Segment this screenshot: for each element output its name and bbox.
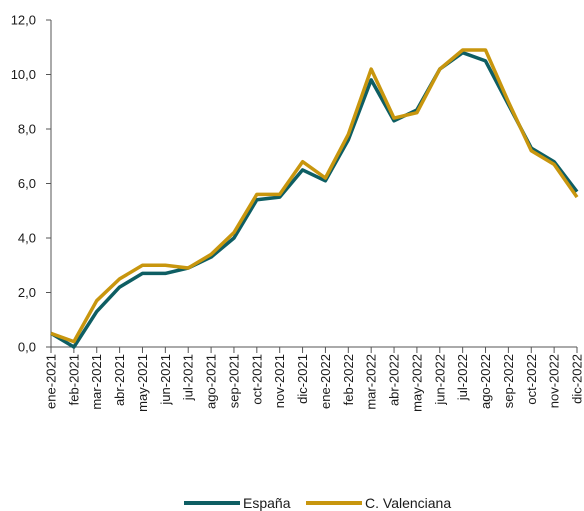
x-tick-label: feb-2021	[66, 354, 81, 405]
x-tick-label: jul-2021	[181, 354, 196, 401]
x-tick-label: dic-2021	[295, 354, 310, 404]
x-tick-label: dic-2022	[570, 354, 584, 404]
x-tick-label: ago-2022	[478, 354, 493, 409]
x-tick-label: ene-2021	[44, 354, 59, 409]
series-lines	[50, 48, 579, 349]
x-tick-label: ene-2022	[318, 354, 333, 409]
x-tick-label: jun-2021	[158, 354, 173, 406]
axes	[46, 19, 578, 353]
x-tick-label: sep-2021	[226, 354, 241, 408]
legend-label: C. Valenciana	[365, 495, 451, 511]
x-tick-label: mar-2022	[364, 354, 379, 410]
x-tick-labels: ene-2021 feb-2021 mar-2021 abr-2021 may-2021…	[44, 354, 584, 412]
x-tick-label: jun-2022	[432, 354, 447, 406]
x-tick-label: oct-2022	[524, 354, 539, 405]
y-tick-label: 10,0	[11, 67, 36, 82]
x-tick-label: oct-2021	[249, 354, 264, 405]
x-tick-label: ago-2021	[204, 354, 219, 409]
y-tick-label: 4,0	[18, 231, 36, 246]
x-tick-label: abr-2021	[112, 354, 127, 406]
y-tick-label: 2,0	[18, 285, 36, 300]
x-tick-label: may-2022	[409, 354, 424, 412]
series-line-c-valenciana	[50, 48, 579, 344]
x-tick-label: nov-2021	[272, 354, 287, 408]
series-line-espana	[50, 50, 579, 349]
x-tick-label: jul-2022	[455, 354, 470, 401]
x-tick-label: sep-2022	[501, 354, 516, 408]
x-tick-label: mar-2021	[89, 354, 104, 410]
y-tick-label: 8,0	[18, 122, 36, 137]
y-tick-label: 0,0	[18, 340, 36, 355]
y-tick-labels: 0,0 2,0 4,0 6,0 8,0 10,0 12,0	[11, 13, 36, 355]
y-tick-label: 12,0	[11, 13, 36, 28]
legend-label: España	[243, 495, 291, 511]
x-tick-label: may-2021	[135, 354, 150, 412]
y-tick-label: 6,0	[18, 176, 36, 191]
x-tick-label: nov-2022	[547, 354, 562, 408]
x-tick-label: abr-2022	[387, 354, 402, 406]
x-tick-label: feb-2022	[341, 354, 356, 405]
legend: España C. Valenciana	[184, 495, 451, 511]
